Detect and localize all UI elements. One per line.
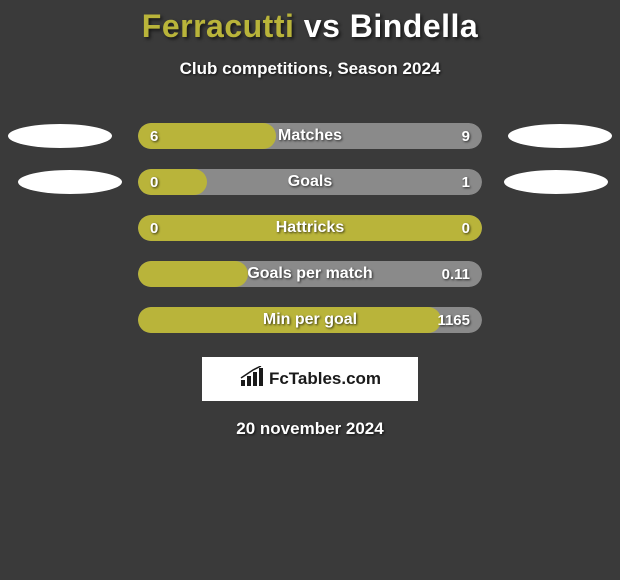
player-right-name: Bindella [350,8,478,44]
stat-value-right: 0 [462,215,470,241]
subtitle: Club competitions, Season 2024 [0,59,620,79]
logo-box: FcTables.com [202,357,418,401]
page-title: Ferracutti vs Bindella [0,8,620,45]
stat-bar: Matches6 9 [138,123,482,149]
stat-row: Hattricks0 0 [0,215,620,241]
chart-icon [239,366,265,393]
stat-bar: Hattricks0 0 [138,215,482,241]
title-vs: vs [304,8,341,44]
player-right-marker [504,170,608,194]
stat-row: Goals0 1 [0,169,620,195]
comparison-infographic: Ferracutti vs Bindella Club competitions… [0,0,620,439]
stat-value-left: 0 [150,169,158,195]
stat-label: Hattricks [138,215,482,241]
stat-row: Min per goal1165 [0,307,620,333]
stat-row: Goals per match0.11 [0,261,620,287]
stat-value-right: 0.11 [442,261,470,287]
stat-label: Matches [138,123,482,149]
player-left-marker [8,124,112,148]
stat-bar: Goals0 1 [138,169,482,195]
stat-value-right: 1 [462,169,470,195]
stat-row: Matches6 9 [0,123,620,149]
stat-bar: Goals per match0.11 [138,261,482,287]
date: 20 november 2024 [0,419,620,439]
stat-bar: Min per goal1165 [138,307,482,333]
player-left-name: Ferracutti [142,8,295,44]
stat-value-left: 0 [150,215,158,241]
player-right-marker [508,124,612,148]
stat-label: Goals per match [138,261,482,287]
stat-value-right: 1165 [437,307,470,333]
stat-value-left: 6 [150,123,158,149]
stat-label: Min per goal [138,307,482,333]
stat-rows: Matches69Goals01Hattricks00Goals per mat… [0,123,620,333]
stat-label: Goals [138,169,482,195]
stat-value-right: 9 [462,123,470,149]
player-left-marker [18,170,122,194]
logo-text: FcTables.com [269,369,381,389]
